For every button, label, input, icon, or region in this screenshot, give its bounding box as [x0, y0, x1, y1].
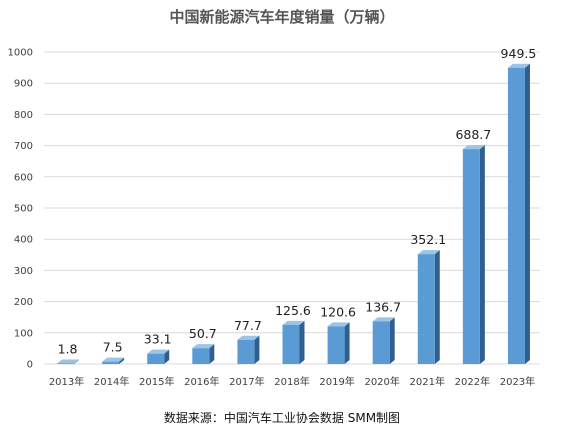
- data-label: 688.7: [455, 127, 491, 142]
- bar-front: [237, 339, 255, 364]
- bar-side: [434, 250, 440, 364]
- bar: [57, 359, 80, 364]
- bar: [282, 320, 305, 364]
- bar-front: [147, 353, 165, 364]
- bar-top: [282, 320, 305, 325]
- bar: [237, 335, 260, 364]
- bar: [372, 317, 395, 364]
- source-note: 数据来源：中国汽车工业协会数据 SMM制图: [164, 410, 400, 425]
- y-tick-label: 800: [14, 110, 33, 121]
- bar-top: [192, 344, 215, 349]
- y-tick-label: 400: [14, 235, 33, 246]
- bar-top: [147, 349, 170, 354]
- x-tick-label: 2020年: [364, 375, 399, 388]
- x-tick-label: 2014年: [94, 375, 129, 388]
- y-tick-label: 300: [14, 266, 33, 277]
- y-tick-label: 600: [14, 172, 33, 183]
- y-axis: 0 100 200 300 400 500 600 700 800 900 1000: [8, 48, 33, 371]
- bar-side: [479, 145, 485, 364]
- data-label: 1.8: [58, 341, 78, 356]
- data-label: 949.5: [501, 46, 537, 61]
- y-tick-label: 900: [14, 79, 33, 90]
- bar-side: [389, 317, 395, 364]
- bar-top: [57, 359, 80, 364]
- x-tick-label: 2019年: [319, 375, 354, 388]
- bar-top: [462, 145, 485, 150]
- x-tick-label: 2022年: [455, 375, 490, 388]
- x-axis: 2013年 2014年 2015年 2016年 2017年 2018年 2019年 2020年…: [49, 375, 535, 388]
- x-tick-label: 2018年: [274, 375, 309, 388]
- data-label: 33.1: [144, 332, 172, 347]
- bar-front: [57, 363, 75, 364]
- bar-front: [327, 326, 345, 364]
- y-tick-label: 1000: [8, 48, 33, 59]
- x-tick-label: 2015年: [139, 375, 174, 388]
- x-tick-label: 2023年: [500, 375, 535, 388]
- x-tick-label: 2021年: [410, 375, 445, 388]
- bar-top: [372, 317, 395, 322]
- bar-top: [507, 63, 530, 68]
- y-tick-label: 0: [27, 360, 33, 371]
- bar-side: [74, 359, 80, 364]
- bar-side: [299, 320, 305, 364]
- bars: [57, 63, 530, 365]
- bar-top: [237, 335, 260, 340]
- bar-side: [119, 357, 125, 364]
- y-tick-label: 100: [14, 328, 33, 339]
- data-label: 77.7: [234, 318, 262, 333]
- bar-front: [462, 149, 480, 364]
- bar: [327, 322, 350, 364]
- data-label: 7.5: [103, 340, 123, 355]
- bar: [192, 344, 215, 364]
- x-tick-label: 2017年: [229, 375, 264, 388]
- bar-front: [282, 324, 300, 364]
- data-label: 50.7: [189, 326, 217, 341]
- bar: [507, 63, 530, 365]
- y-tick-label: 700: [14, 141, 33, 152]
- bar-side: [524, 63, 530, 364]
- data-label: 120.6: [320, 304, 356, 319]
- bar: [417, 250, 440, 364]
- x-tick-label: 2016年: [184, 375, 219, 388]
- bar-front: [507, 67, 525, 365]
- data-label: 352.1: [410, 232, 446, 247]
- data-labels: 1.8 7.5 33.1 50.7 77.7 125.6 120.6 136.7 352.1 68…: [58, 46, 537, 357]
- bar-side: [254, 335, 260, 364]
- bar: [147, 349, 170, 364]
- bar: [462, 145, 485, 364]
- bar-side: [344, 322, 350, 364]
- bar: [102, 357, 125, 364]
- y-tick-label: 500: [14, 204, 33, 215]
- bar-front: [192, 348, 210, 364]
- bar-side: [164, 349, 170, 364]
- gridlines: [44, 51, 540, 365]
- bar-top: [417, 250, 440, 255]
- bar-front: [102, 361, 120, 364]
- bar-top: [327, 322, 350, 327]
- bar-front: [417, 254, 435, 364]
- data-label: 125.6: [275, 303, 311, 318]
- x-tick-label: 2013年: [49, 375, 84, 388]
- chart-title: 中国新能源汽车年度销量（万辆）: [169, 8, 394, 26]
- data-label: 136.7: [365, 299, 401, 314]
- y-tick-label: 200: [14, 297, 33, 308]
- bar-front: [372, 321, 390, 364]
- bar-top: [102, 357, 125, 362]
- bar-side: [209, 344, 215, 364]
